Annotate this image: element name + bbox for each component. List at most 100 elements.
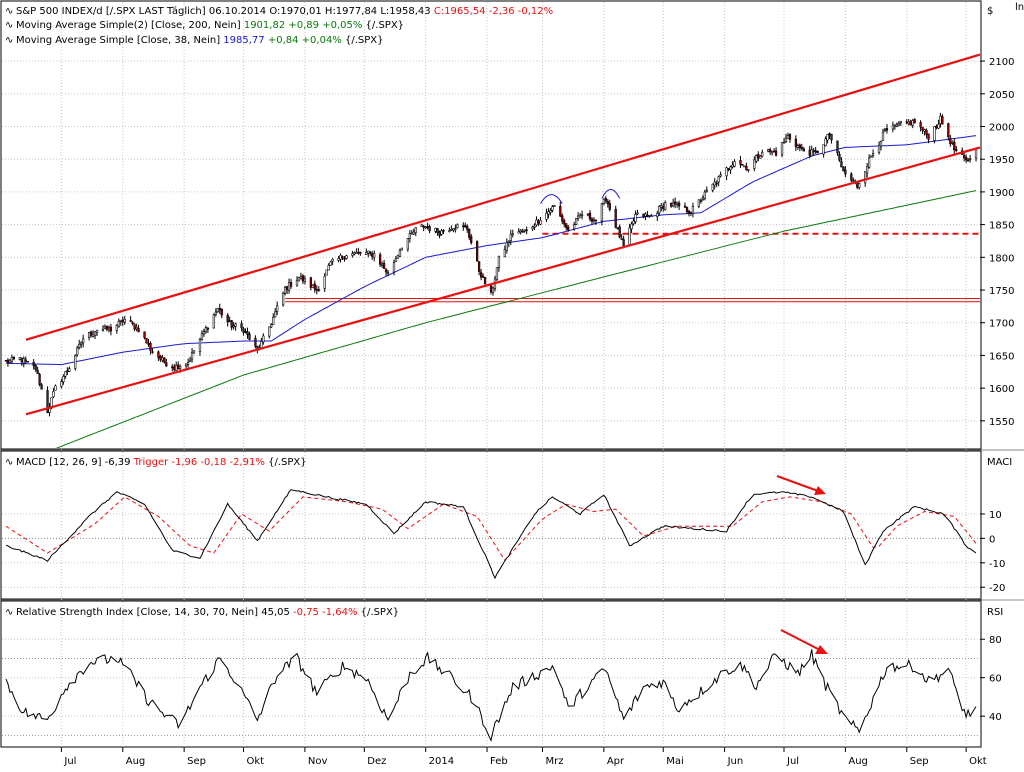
candle-body xyxy=(52,391,55,397)
candle-body xyxy=(921,127,924,131)
candle-body xyxy=(565,223,568,228)
annotation-arrows xyxy=(776,475,828,654)
candle-body xyxy=(664,202,667,210)
candle-body xyxy=(289,282,293,287)
candle-body xyxy=(131,322,134,325)
candle-body xyxy=(852,179,855,182)
candle-body xyxy=(600,203,604,222)
candle-body xyxy=(580,214,584,217)
ma38-label: Moving Average Simple [Close, 38, Nein] xyxy=(16,35,220,46)
candle-body xyxy=(670,203,673,207)
candle-body xyxy=(816,150,819,154)
candle-body xyxy=(533,225,536,228)
candle-body xyxy=(398,250,402,257)
candle-body xyxy=(230,320,233,328)
candle-body xyxy=(464,225,467,228)
candle-body xyxy=(479,272,483,278)
candle-body xyxy=(574,218,578,225)
month-label: Okt xyxy=(969,756,987,767)
candle-body xyxy=(410,232,413,235)
candle-body xyxy=(939,115,942,124)
candle-body xyxy=(648,214,651,217)
candle-body xyxy=(10,357,14,362)
macd-trigger-label: Trigger -1,96 -0,18 -2,91% xyxy=(133,457,265,468)
candle-body xyxy=(66,370,69,372)
candle-body xyxy=(24,359,27,362)
candle-body xyxy=(525,229,528,232)
candle-body xyxy=(483,277,487,285)
candle-body xyxy=(412,231,415,235)
candle-body xyxy=(216,307,219,312)
candle-body xyxy=(753,159,756,169)
candle-body xyxy=(414,227,417,233)
candle-body xyxy=(824,138,827,146)
candle-body xyxy=(602,198,605,204)
candle-body xyxy=(673,201,677,205)
rsi-panel-frame xyxy=(0,600,982,748)
candle-body xyxy=(64,371,67,377)
candle-body xyxy=(244,330,247,333)
wave-icon: ∿ xyxy=(5,20,13,31)
candle-body xyxy=(951,142,954,144)
grid xyxy=(2,2,980,747)
rsi-change: -0,75 -1,64% xyxy=(293,607,357,618)
candle-body xyxy=(630,223,633,230)
candle-body xyxy=(905,121,908,124)
candle-body xyxy=(675,202,679,205)
month-label: Sep xyxy=(910,756,929,767)
candle-body xyxy=(481,275,485,278)
candle-body xyxy=(586,213,590,216)
candle-body xyxy=(87,332,91,338)
candle-body xyxy=(477,261,481,272)
candle-body xyxy=(573,224,576,230)
macd-panel[interactable] xyxy=(2,489,980,580)
candle-body xyxy=(713,181,716,186)
candle-body xyxy=(719,174,722,177)
candle-body xyxy=(495,267,499,281)
candle-body xyxy=(620,238,623,240)
candle-body xyxy=(561,215,564,222)
double-top-arc xyxy=(540,194,563,204)
candle-body xyxy=(547,211,550,215)
price-panel[interactable] xyxy=(4,53,980,468)
candle-body xyxy=(173,366,176,370)
candle-body xyxy=(864,171,867,184)
ma200-value: 1901,82 xyxy=(244,20,285,31)
candle-body xyxy=(974,149,978,159)
candle-body xyxy=(523,229,526,232)
candle-body xyxy=(285,286,289,291)
candle-body xyxy=(74,355,77,369)
candle-body xyxy=(687,210,691,214)
candle-body xyxy=(535,219,538,226)
candle-body xyxy=(60,381,63,387)
candle-body xyxy=(80,342,83,345)
candle-body xyxy=(881,131,885,141)
candle-body xyxy=(297,276,301,282)
candle-body xyxy=(133,324,136,330)
candle-body xyxy=(179,366,182,370)
candle-body xyxy=(505,242,508,251)
candle-body xyxy=(145,337,148,344)
rsi-source: {/.SPX} xyxy=(361,607,400,618)
candle-body xyxy=(190,352,194,360)
candle-body xyxy=(54,385,57,391)
candle-body xyxy=(913,118,916,124)
candle-body xyxy=(161,357,164,361)
candle-body xyxy=(727,168,730,170)
candle-body xyxy=(436,228,439,233)
month-label: Mrz xyxy=(545,756,563,767)
candle-body xyxy=(511,233,514,236)
candle-body xyxy=(4,360,8,362)
candle-body xyxy=(68,368,71,372)
candle-body xyxy=(198,338,202,352)
rsi-tick-label: 40 xyxy=(989,712,1002,723)
rsi-panel[interactable] xyxy=(2,649,980,742)
ma200-legend: Moving Average Simple(2) [Close, 200, Ne… xyxy=(16,20,404,31)
candle-body xyxy=(497,255,501,269)
candle-body xyxy=(761,152,764,157)
candle-body xyxy=(406,238,409,250)
candle-body xyxy=(311,284,314,288)
candle-body xyxy=(123,318,126,323)
candle-body xyxy=(531,226,534,230)
